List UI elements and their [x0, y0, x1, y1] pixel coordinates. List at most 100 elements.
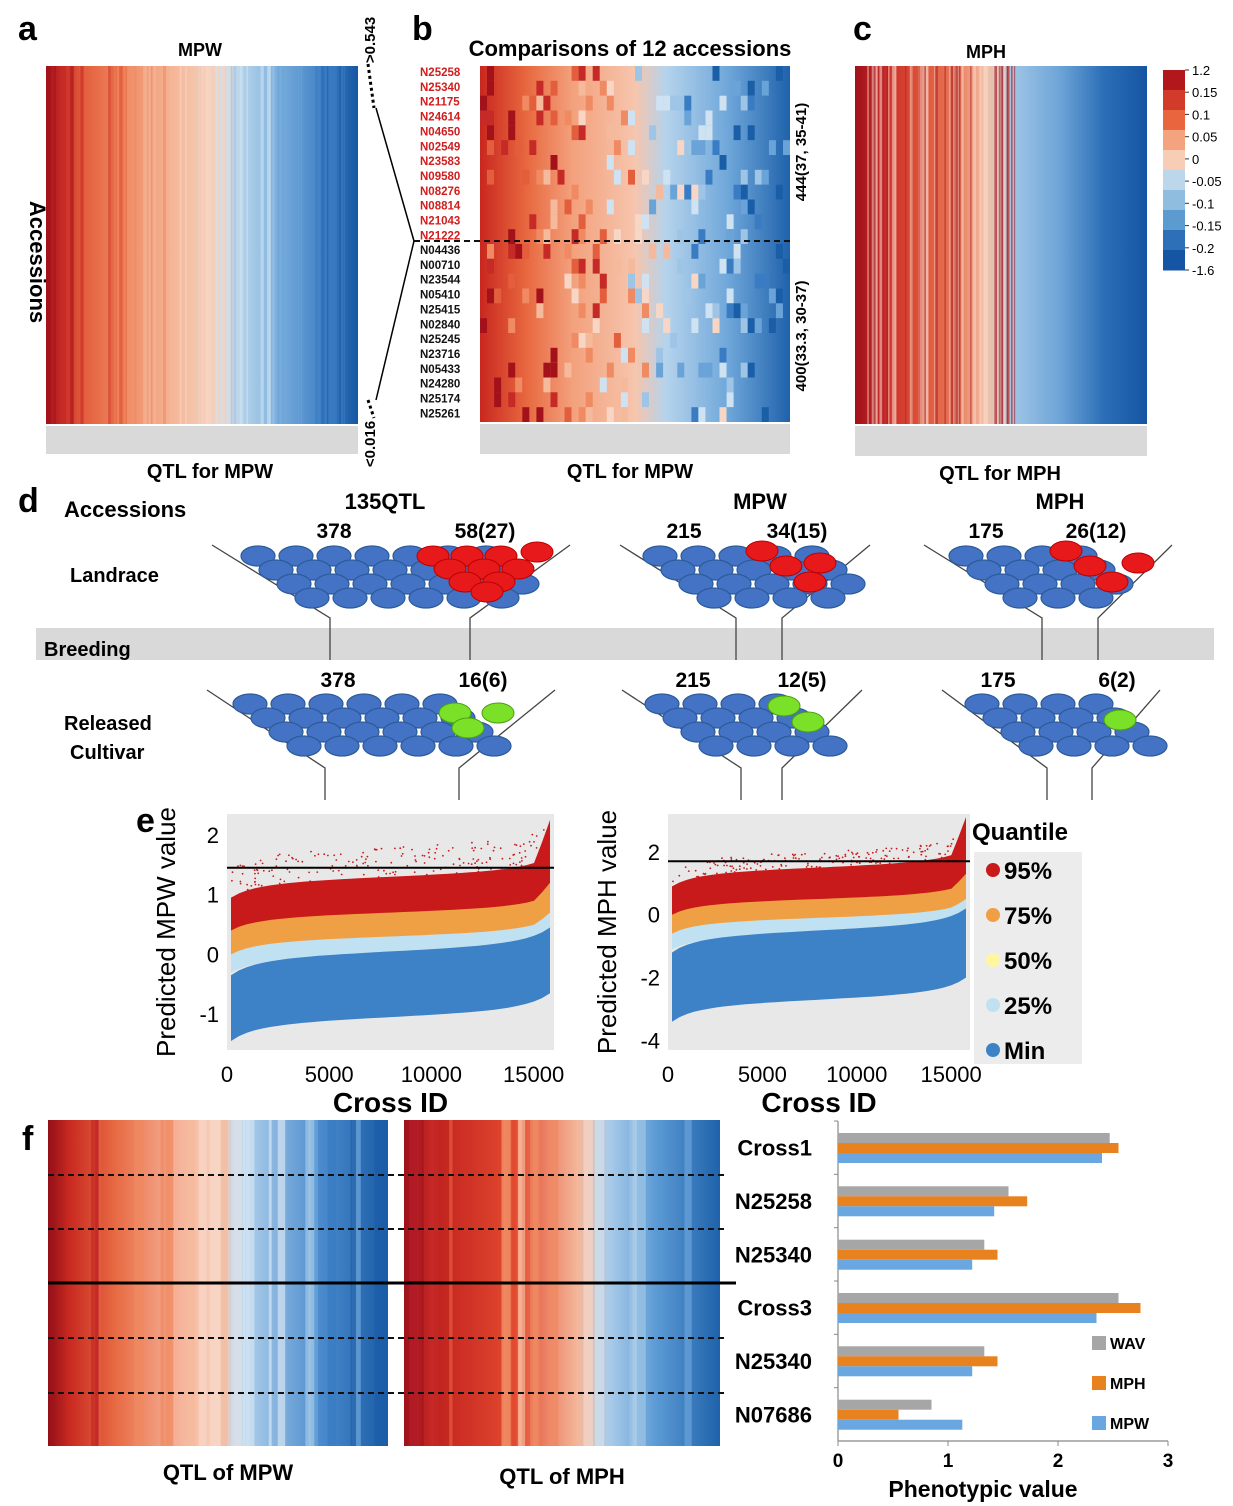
stripe — [871, 66, 875, 424]
blue-accession — [1056, 735, 1092, 757]
colorbar-label: 0.1 — [1192, 107, 1210, 122]
point — [362, 873, 365, 876]
cell — [529, 214, 537, 230]
cell — [726, 258, 734, 274]
colorbar-label: -1.6 — [1192, 263, 1214, 278]
cell — [754, 273, 762, 289]
point — [332, 870, 335, 872]
point — [254, 883, 257, 886]
point — [929, 844, 932, 846]
point — [742, 861, 745, 864]
blue-accession — [738, 707, 774, 729]
point — [856, 852, 859, 854]
stripe — [201, 66, 204, 424]
point — [778, 868, 781, 870]
point — [955, 851, 958, 854]
stripe — [134, 66, 137, 424]
point — [713, 862, 715, 864]
cell — [635, 214, 642, 230]
x-tick-label: 10000 — [401, 1062, 462, 1087]
stripe — [886, 66, 888, 424]
cell — [480, 110, 487, 126]
cell — [564, 407, 572, 422]
panel-d-landrace: Landrace — [70, 565, 159, 587]
panel-d-breeding: Breeding — [44, 639, 131, 661]
stripe — [277, 66, 280, 424]
point — [928, 845, 931, 847]
stripe — [998, 66, 1000, 424]
point — [335, 859, 338, 861]
blue-accession — [642, 545, 678, 567]
point — [375, 848, 378, 851]
point — [792, 854, 795, 857]
cell — [656, 184, 664, 200]
point — [275, 865, 278, 868]
cell — [585, 333, 593, 348]
blue-accession — [314, 573, 350, 595]
red-accession — [520, 541, 554, 563]
cell — [656, 362, 664, 378]
legend-marker — [986, 998, 1000, 1012]
point — [897, 857, 900, 860]
point — [696, 875, 698, 878]
stripe — [319, 66, 322, 424]
stripe — [867, 66, 869, 424]
cell — [726, 288, 734, 304]
point — [347, 860, 350, 863]
blue-accession — [756, 721, 792, 743]
point — [421, 854, 424, 857]
cell — [508, 125, 516, 141]
cell — [550, 392, 558, 408]
point — [237, 865, 239, 867]
point — [255, 868, 258, 871]
stripe — [222, 66, 226, 424]
blue-accession — [660, 559, 696, 581]
accession-label: N25261 — [420, 408, 461, 420]
blue-accession — [1002, 693, 1038, 715]
point — [542, 829, 545, 831]
point — [733, 871, 736, 873]
stripe — [208, 66, 212, 424]
colorbar-segment — [1163, 70, 1185, 91]
cell — [592, 66, 600, 81]
point — [890, 847, 893, 850]
y-axis-label: Predicted MPW value — [151, 807, 181, 1057]
point — [415, 860, 417, 863]
point — [746, 863, 748, 865]
point — [522, 843, 525, 845]
cell — [578, 214, 586, 230]
stripe — [339, 66, 342, 424]
x-tick-label: 10000 — [826, 1062, 887, 1087]
blue-accession — [438, 735, 474, 757]
point — [678, 874, 681, 877]
point — [520, 864, 523, 867]
zoom-line-bottom — [375, 240, 415, 401]
accession-label: N04436 — [420, 245, 460, 257]
panel-e-letter: e — [136, 802, 155, 840]
x-axis-label: Cross ID — [761, 1087, 876, 1118]
blue-accession — [736, 735, 772, 757]
cell — [761, 169, 769, 185]
point — [476, 860, 478, 863]
cell — [501, 140, 509, 155]
stripe — [115, 66, 117, 424]
cell — [585, 199, 593, 215]
cell — [642, 288, 649, 304]
point — [777, 854, 780, 857]
point — [697, 875, 700, 878]
cell — [705, 125, 713, 141]
colorbar-label: -0.2 — [1192, 241, 1214, 256]
cell — [733, 184, 741, 200]
cell — [740, 318, 748, 333]
cell — [606, 125, 614, 141]
cell — [585, 392, 593, 408]
cell — [740, 362, 748, 378]
point — [721, 857, 723, 860]
cell — [536, 303, 544, 319]
blue-accession — [1132, 735, 1168, 757]
point — [447, 849, 450, 852]
colorbar-label: -0.05 — [1192, 174, 1222, 189]
panel-d-released-2: Cultivar — [70, 742, 145, 764]
point — [271, 869, 273, 872]
point — [452, 863, 455, 866]
